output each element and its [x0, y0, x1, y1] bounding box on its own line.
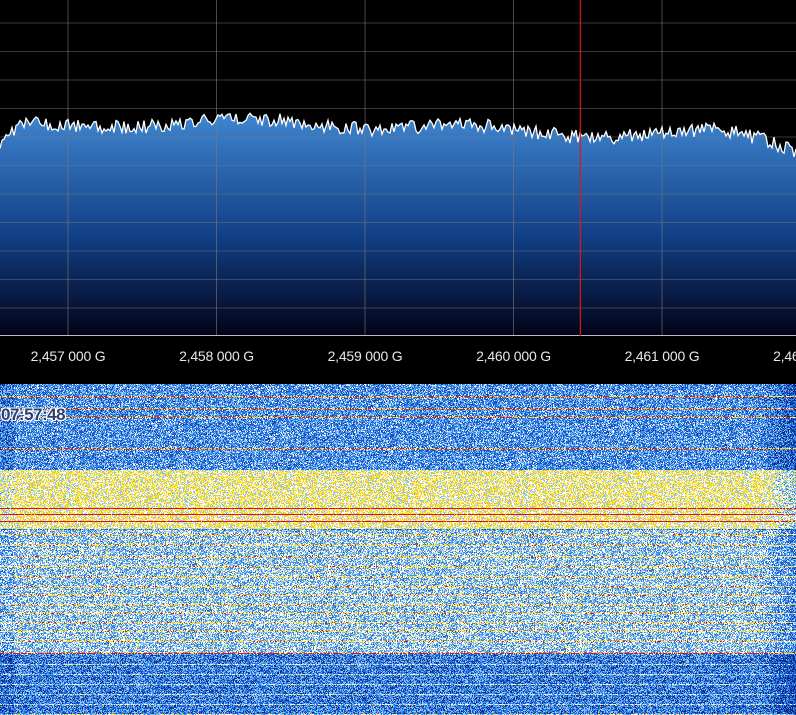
waterfall-display[interactable]: [0, 384, 796, 715]
waterfall-timestamp: 07:57:48: [1, 405, 66, 424]
spectrum-fill: [0, 113, 796, 336]
frequency-tick-label: 2,460 000 G: [476, 348, 551, 364]
frequency-tick-label: 2,458 000 G: [179, 348, 254, 364]
frequency-tick-label: 2,461 000 G: [624, 348, 700, 364]
spectrum-trace: [0, 112, 796, 157]
frequency-tick-label: 2,462 000 G: [773, 348, 796, 364]
spectrum-grid: [0, 0, 796, 336]
frequency-axis[interactable]: 2,457 000 G 2,458 000 G 2,459 000 G 2,460 0…: [0, 336, 796, 384]
spectrum-plot[interactable]: [0, 0, 796, 336]
frequency-tick-label: 2,457 000 G: [30, 348, 106, 364]
frequency-tick-label: 2,459 000 G: [327, 348, 403, 364]
